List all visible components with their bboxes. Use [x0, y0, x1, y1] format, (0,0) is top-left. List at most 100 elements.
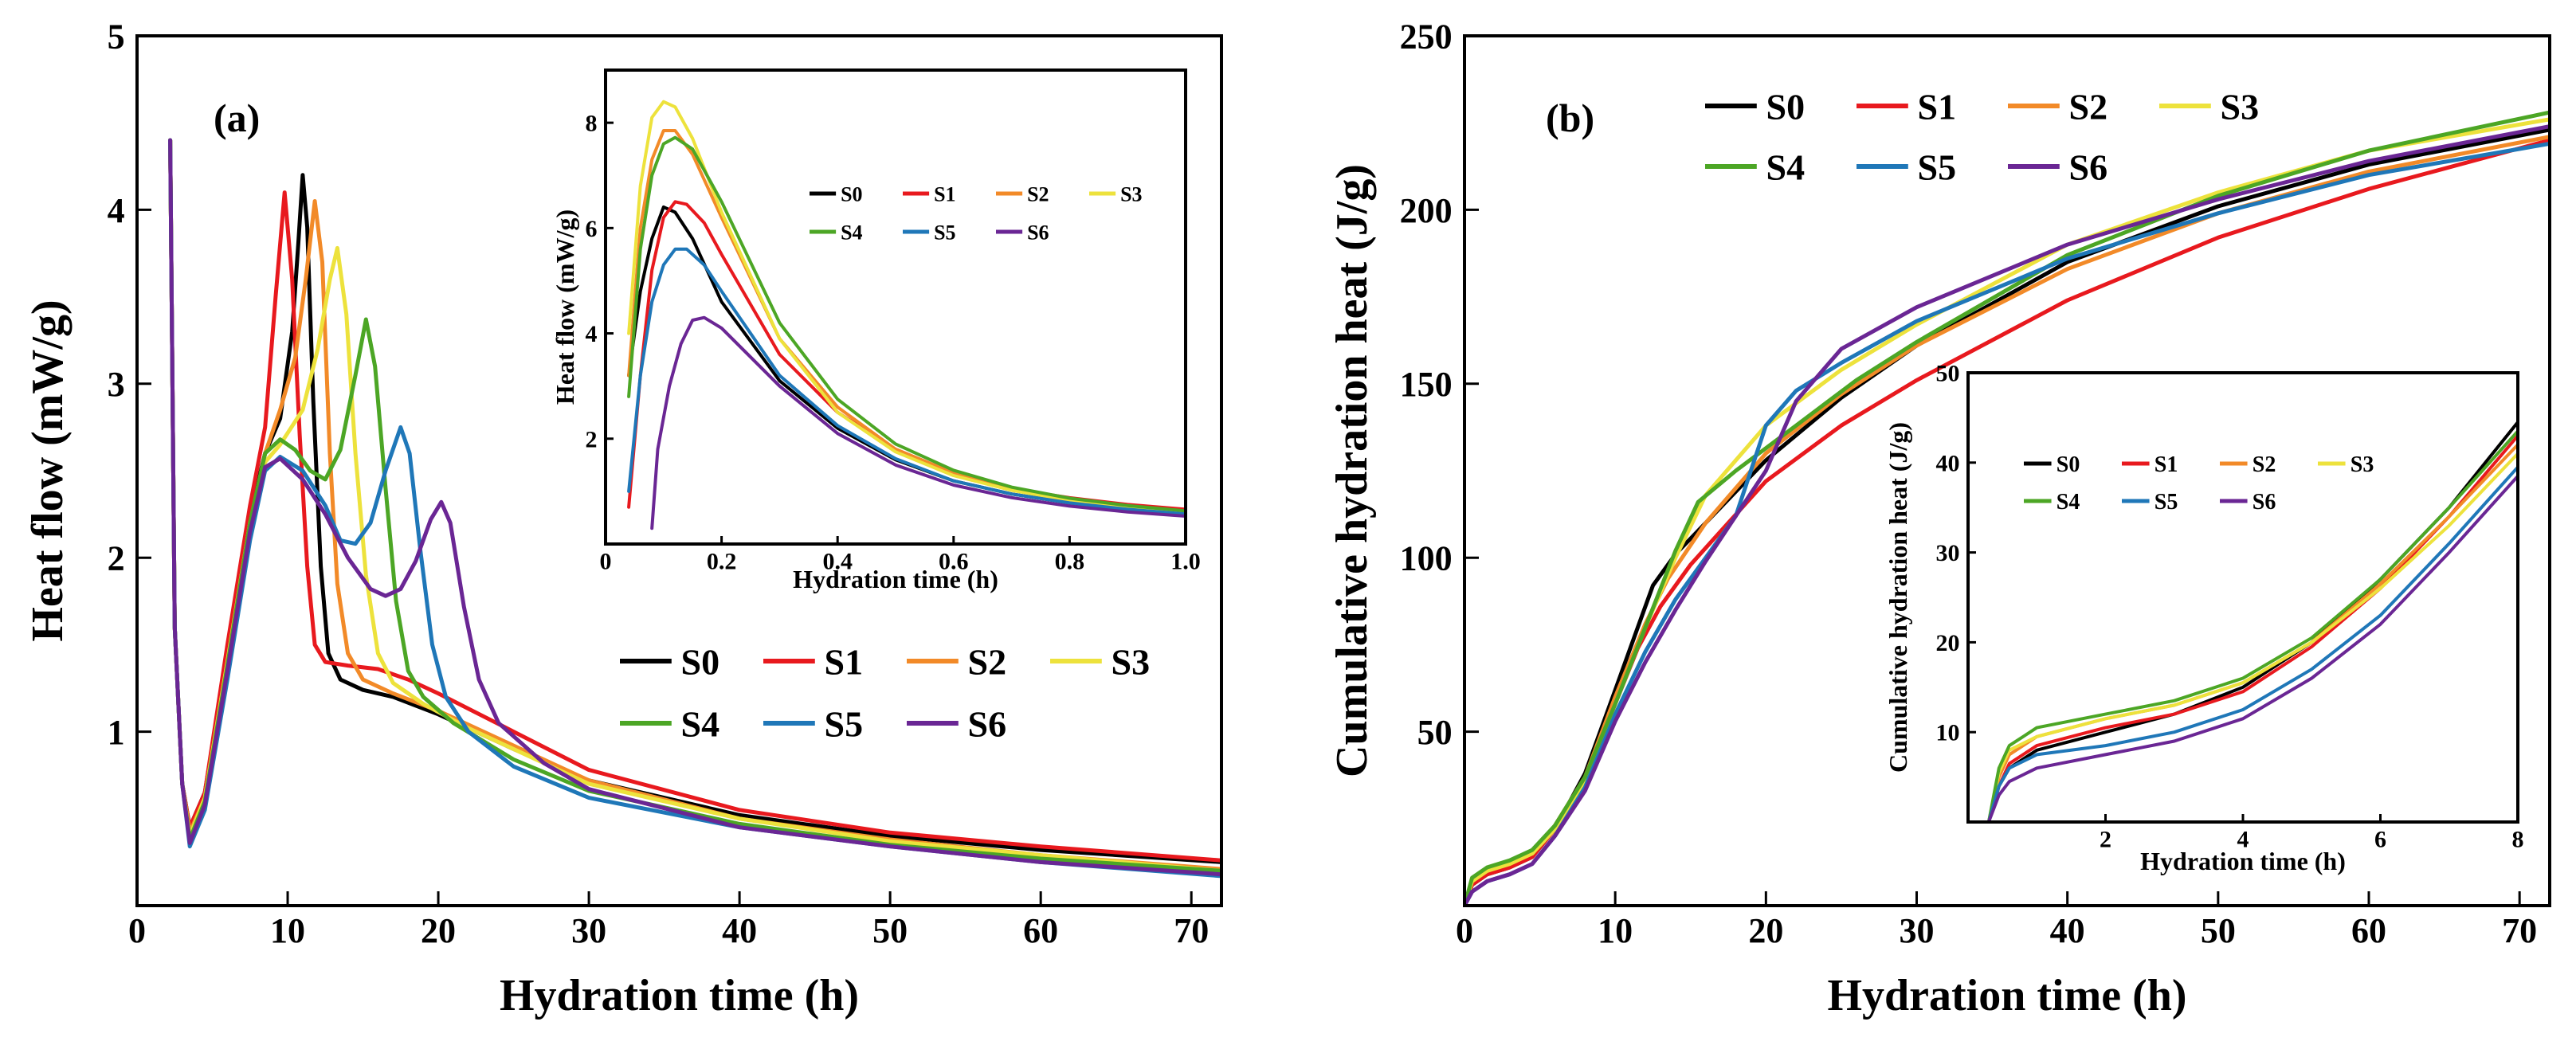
x-tick-label: 1.0 — [1170, 549, 1201, 575]
series-line-s4 — [627, 135, 1186, 513]
legend-label-s6: S6 — [2069, 147, 2108, 188]
y-tick-label: 2 — [586, 426, 598, 452]
legend-label-s6: S6 — [1027, 221, 1049, 244]
legend-label-s2: S2 — [968, 642, 1007, 683]
legend-label-s1: S1 — [1918, 87, 1957, 127]
x-tick-label: 70 — [2502, 911, 2537, 950]
legend-label-s2: S2 — [2253, 452, 2276, 477]
y-tick-label: 4 — [108, 191, 125, 230]
legend: S0 S1 S2 S3 S4 S5 S6 — [810, 182, 1143, 244]
x-tick-label: 20 — [421, 911, 456, 950]
y-axis-label: Cumulative hydration heat (J/g) — [1327, 164, 1377, 777]
x-tick-label: 8 — [2512, 827, 2524, 853]
x-tick-label: 0.2 — [707, 549, 737, 575]
x-tick-label: 60 — [2351, 911, 2386, 950]
y-tick-label: 100 — [1400, 539, 1453, 578]
y-tick-label: 4 — [586, 321, 598, 347]
x-tick-label: 30 — [1900, 911, 1935, 950]
x-tick-label: 0.4 — [822, 549, 853, 575]
series-line-s5 — [627, 247, 1186, 516]
legend-label-s3: S3 — [2221, 87, 2260, 127]
y-tick-label: 250 — [1400, 17, 1453, 56]
y-tick-label: 30 — [1936, 540, 1960, 566]
x-tick-label: 70 — [1174, 911, 1209, 950]
x-tick-label: 10 — [270, 911, 305, 950]
legend-label-s4: S4 — [1766, 147, 1806, 188]
legend-label-s4: S4 — [841, 221, 862, 244]
legend-label-s1: S1 — [934, 182, 955, 205]
legend-label-s2: S2 — [2069, 87, 2108, 127]
curves — [1464, 110, 2550, 906]
legend-label-s5: S5 — [2155, 490, 2178, 515]
x-axis-label: Hydration time (h) — [1827, 971, 2186, 1020]
x-tick-label: 0 — [600, 549, 612, 575]
x-tick-label: 0.8 — [1055, 549, 1085, 575]
legend-label-s1: S1 — [825, 642, 864, 683]
y-tick-label: 6 — [586, 216, 598, 242]
curves — [1986, 421, 2518, 822]
legend-label-s0: S0 — [2056, 452, 2080, 477]
panel-label: (b) — [1546, 96, 1594, 140]
x-tick-label: 0 — [128, 911, 146, 950]
series-line-s6 — [1986, 474, 2518, 822]
series-line-s4 — [1986, 429, 2518, 822]
legend-label-s0: S0 — [681, 642, 720, 683]
panel-label: (a) — [214, 96, 260, 140]
legend: S0 S1 S2 S3 S4 S5 S6 — [1705, 87, 2259, 188]
legend-label-s3: S3 — [1120, 182, 1142, 205]
series-line-s3 — [1986, 452, 2518, 822]
legend: S0 S1 S2 S3 S4 S5 S6 — [2024, 452, 2374, 515]
x-tick-label: 4 — [2237, 827, 2249, 853]
series-line-s5 — [1986, 465, 2518, 822]
y-tick-label: 20 — [1936, 630, 1960, 656]
legend-label-s5: S5 — [934, 221, 955, 244]
legend: S0 S1 S2 S3 S4 S5 S6 — [620, 642, 1150, 745]
x-tick-label: 40 — [722, 911, 757, 950]
x-tick-label: 50 — [872, 911, 908, 950]
curves — [627, 100, 1186, 530]
legend-label-s4: S4 — [2056, 490, 2080, 515]
x-tick-label: 2 — [2100, 827, 2111, 853]
x-tick-label: 0 — [1456, 911, 1473, 950]
x-tick-label: 50 — [2201, 911, 2236, 950]
y-tick-label: 40 — [1936, 450, 1960, 476]
series-line-s6 — [1464, 124, 2550, 906]
y-tick-label: 2 — [108, 539, 125, 578]
y-axis-label: Cumulative hydration heat (J/g) — [1884, 422, 1912, 773]
legend-label-s6: S6 — [968, 704, 1007, 745]
y-tick-label: 10 — [1936, 720, 1960, 746]
curves — [168, 138, 1221, 879]
x-tick-label: 6 — [2374, 827, 2386, 853]
y-tick-label: 8 — [586, 111, 598, 137]
y-tick-label: 200 — [1400, 191, 1453, 230]
series-line-s1 — [1464, 138, 2550, 906]
chart-b-inset: 2 4 6 8 10 20 30 40 50 Hydration time (h) Cumulati… — [1884, 361, 2524, 876]
legend-label-s1: S1 — [2155, 452, 2178, 477]
x-tick-label: 40 — [2050, 911, 2085, 950]
x-axis-label: Hydration time (h) — [2140, 847, 2346, 875]
y-axis-label: Heat flow (mW/g) — [551, 209, 579, 405]
x-tick-label: 60 — [1023, 911, 1058, 950]
legend-label-s3: S3 — [1112, 642, 1151, 683]
plot-area — [1968, 373, 2518, 822]
plot-frame — [135, 34, 1223, 907]
series-line-s4 — [1464, 110, 2550, 906]
legend-label-s2: S2 — [1027, 182, 1049, 205]
y-tick-label: 150 — [1400, 365, 1453, 404]
y-tick-label: 1 — [108, 713, 125, 752]
series-line-s3 — [627, 100, 1186, 515]
x-tick-label: 0.6 — [939, 549, 969, 575]
y-tick-label: 50 — [1417, 713, 1453, 752]
legend-label-s3: S3 — [2351, 452, 2374, 477]
series-line-s6 — [650, 315, 1186, 530]
x-axis-label: Hydration time (h) — [500, 971, 859, 1020]
x-tick-label: 20 — [1748, 911, 1783, 950]
x-tick-label: 30 — [571, 911, 606, 950]
chart-a-inset: 0 0.2 0.4 0.6 0.8 1.0 2 4 6 8 Hydration time (h) He… — [551, 68, 1201, 593]
plot-frame — [604, 68, 1187, 546]
legend-label-s5: S5 — [825, 704, 864, 745]
legend-label-s5: S5 — [1918, 147, 1957, 188]
legend-label-s4: S4 — [681, 704, 720, 745]
series-line-s6 — [168, 138, 1221, 877]
